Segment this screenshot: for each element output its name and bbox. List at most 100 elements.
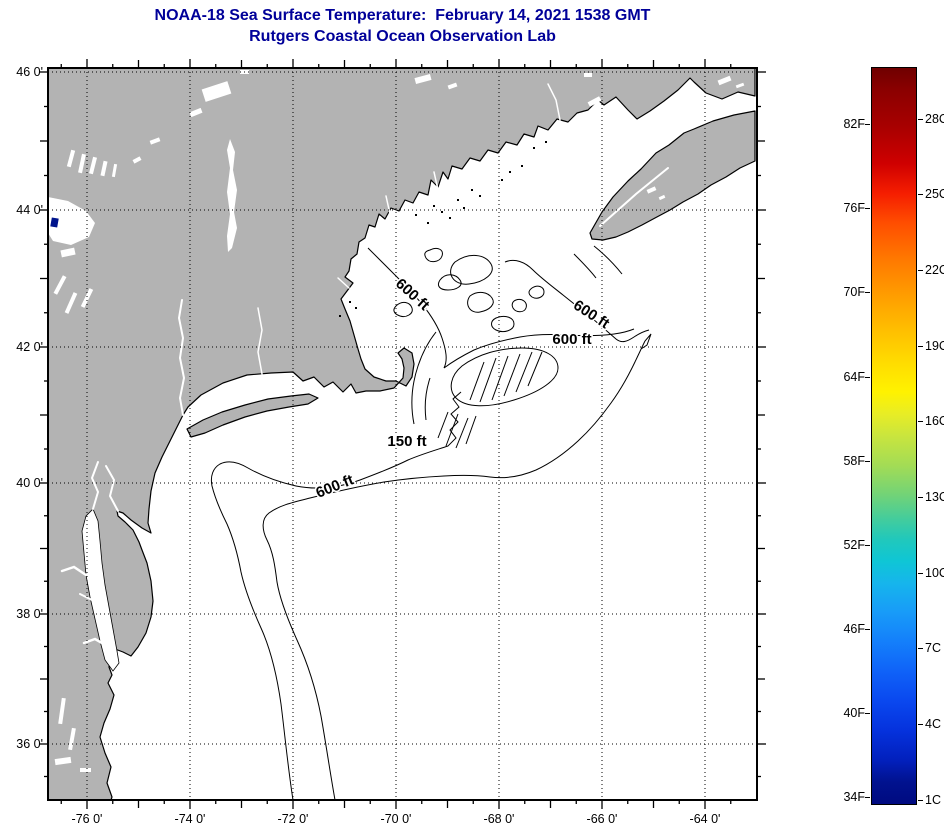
- lat-tick-label: 44 0': [16, 203, 43, 217]
- lon-tick-label: -72 0': [277, 812, 309, 826]
- nova-scotia: [589, 110, 756, 241]
- contour-georges-hatch-2: [479, 357, 497, 403]
- lake-mark: [54, 756, 72, 766]
- colorbar-tick-c: [918, 800, 923, 801]
- colorbar-tick-c: [918, 573, 923, 574]
- lake-mark: [717, 75, 732, 86]
- island-speck: [433, 205, 435, 207]
- contour-browns-bank-1: [573, 253, 597, 279]
- colorbar-tick-f: [865, 377, 870, 378]
- connecticut-river: [257, 307, 263, 375]
- penobscot-river: [433, 171, 439, 191]
- lat-tick-label: 36 0': [16, 737, 43, 751]
- lake-mark: [132, 156, 142, 164]
- contour-cape-east-2: [424, 377, 431, 421]
- contour-basin-loop-8: [528, 285, 545, 299]
- page-title: NOAA-18 Sea Surface Temperature: Februar…: [154, 7, 651, 24]
- colorbar-tick-c: [918, 194, 923, 195]
- colorbar: [871, 67, 917, 805]
- st-john-river: [547, 83, 561, 121]
- lake-mark: [414, 74, 432, 84]
- kennebec-river: [385, 195, 391, 215]
- lat-tick-label: 46 0': [16, 65, 43, 79]
- contour-label: 600 ft: [313, 471, 356, 501]
- colorbar-tick-f: [865, 797, 870, 798]
- lake-mark: [646, 186, 657, 194]
- colorbar-tick-f: [865, 208, 870, 209]
- colorbar-label-c: 7C: [925, 641, 941, 655]
- colorbar-tick-f: [865, 713, 870, 714]
- long-island: [186, 393, 319, 438]
- colorbar-tick-c: [918, 724, 923, 725]
- lake-mark: [201, 81, 232, 102]
- lake-mark: [584, 73, 592, 77]
- island-speck: [463, 207, 465, 209]
- contour-georges-hatch-1: [469, 361, 485, 401]
- lake-mark: [53, 275, 67, 295]
- island-speck: [339, 315, 341, 317]
- lake-mark: [149, 137, 161, 145]
- delaware-river: [105, 465, 119, 512]
- potomac-river: [60, 565, 88, 577]
- colorbar-label-f: 34F: [843, 790, 865, 804]
- colorbar-tick-f: [865, 545, 870, 546]
- colorbar-tick-f: [865, 629, 870, 630]
- lat-tick-label: 42 0': [16, 340, 43, 354]
- contour-basin-loop-1: [467, 291, 494, 313]
- contour-basin-loop-7: [393, 301, 413, 317]
- island-speck: [349, 301, 351, 303]
- contour-shoal-stroke-1: [445, 413, 459, 447]
- lake-mark: [587, 96, 602, 107]
- contour-georges-hatch-3: [491, 355, 509, 401]
- contour-shoal-stroke-2: [455, 417, 469, 449]
- colorbar-tick-c: [918, 421, 923, 422]
- lake-mark: [78, 153, 86, 174]
- contour-cape-east-1: [411, 331, 437, 425]
- lon-tick-label: -64 0': [689, 812, 721, 826]
- lake-mark: [658, 194, 666, 201]
- york-river: [79, 593, 93, 601]
- lake-mark: [58, 697, 66, 725]
- colorbar-label-f: 76F: [843, 201, 865, 215]
- contour-shelf-600ft: [262, 333, 652, 800]
- colorbar-tick-f: [865, 292, 870, 293]
- island-speck: [449, 217, 451, 219]
- island-speck: [533, 147, 535, 149]
- contour-basin-loop-5: [511, 299, 527, 313]
- lat-tick-label: 38 0': [16, 607, 43, 621]
- lake-mark: [80, 768, 91, 772]
- colorbar-tick-c: [918, 119, 923, 120]
- lon-tick-label: -76 0': [71, 812, 103, 826]
- island-speck: [415, 214, 417, 216]
- contour-basin-loop-6: [450, 255, 493, 285]
- lake-mark: [66, 149, 76, 168]
- contour-basin-loop-4: [424, 247, 443, 263]
- lake-mark: [68, 727, 76, 751]
- colorbar-label-c: 25C: [925, 187, 944, 201]
- colorbar-label-c: 22C: [925, 263, 944, 277]
- contour-label: 600 ft: [570, 297, 612, 333]
- contour-browns-bank-2: [593, 245, 623, 275]
- island-speck: [471, 189, 473, 191]
- island-speck: [427, 222, 429, 224]
- colorbar-label-c: 28C: [925, 112, 944, 126]
- island-speck: [479, 195, 481, 197]
- lat-tick-label: 40 0': [16, 476, 43, 490]
- island-speck: [355, 307, 357, 309]
- contour-basin-loop-3: [491, 315, 515, 333]
- lake-mark: [668, 114, 712, 127]
- lake-mark: [64, 292, 78, 314]
- contour-scotian-flank-600ft: [504, 259, 650, 343]
- island-speck: [457, 199, 459, 201]
- map-frame: [47, 67, 758, 801]
- finger-lakes-blob: [48, 197, 95, 245]
- colorbar-label-c: 13C: [925, 490, 944, 504]
- lon-tick-label: -74 0': [174, 812, 206, 826]
- contour-georges-bank-oval: [450, 347, 559, 407]
- page-subtitle: Rutgers Coastal Ocean Observation Lab: [249, 28, 556, 45]
- lake-mark: [89, 156, 97, 175]
- lake-mark: [189, 107, 203, 118]
- island-speck: [501, 179, 503, 181]
